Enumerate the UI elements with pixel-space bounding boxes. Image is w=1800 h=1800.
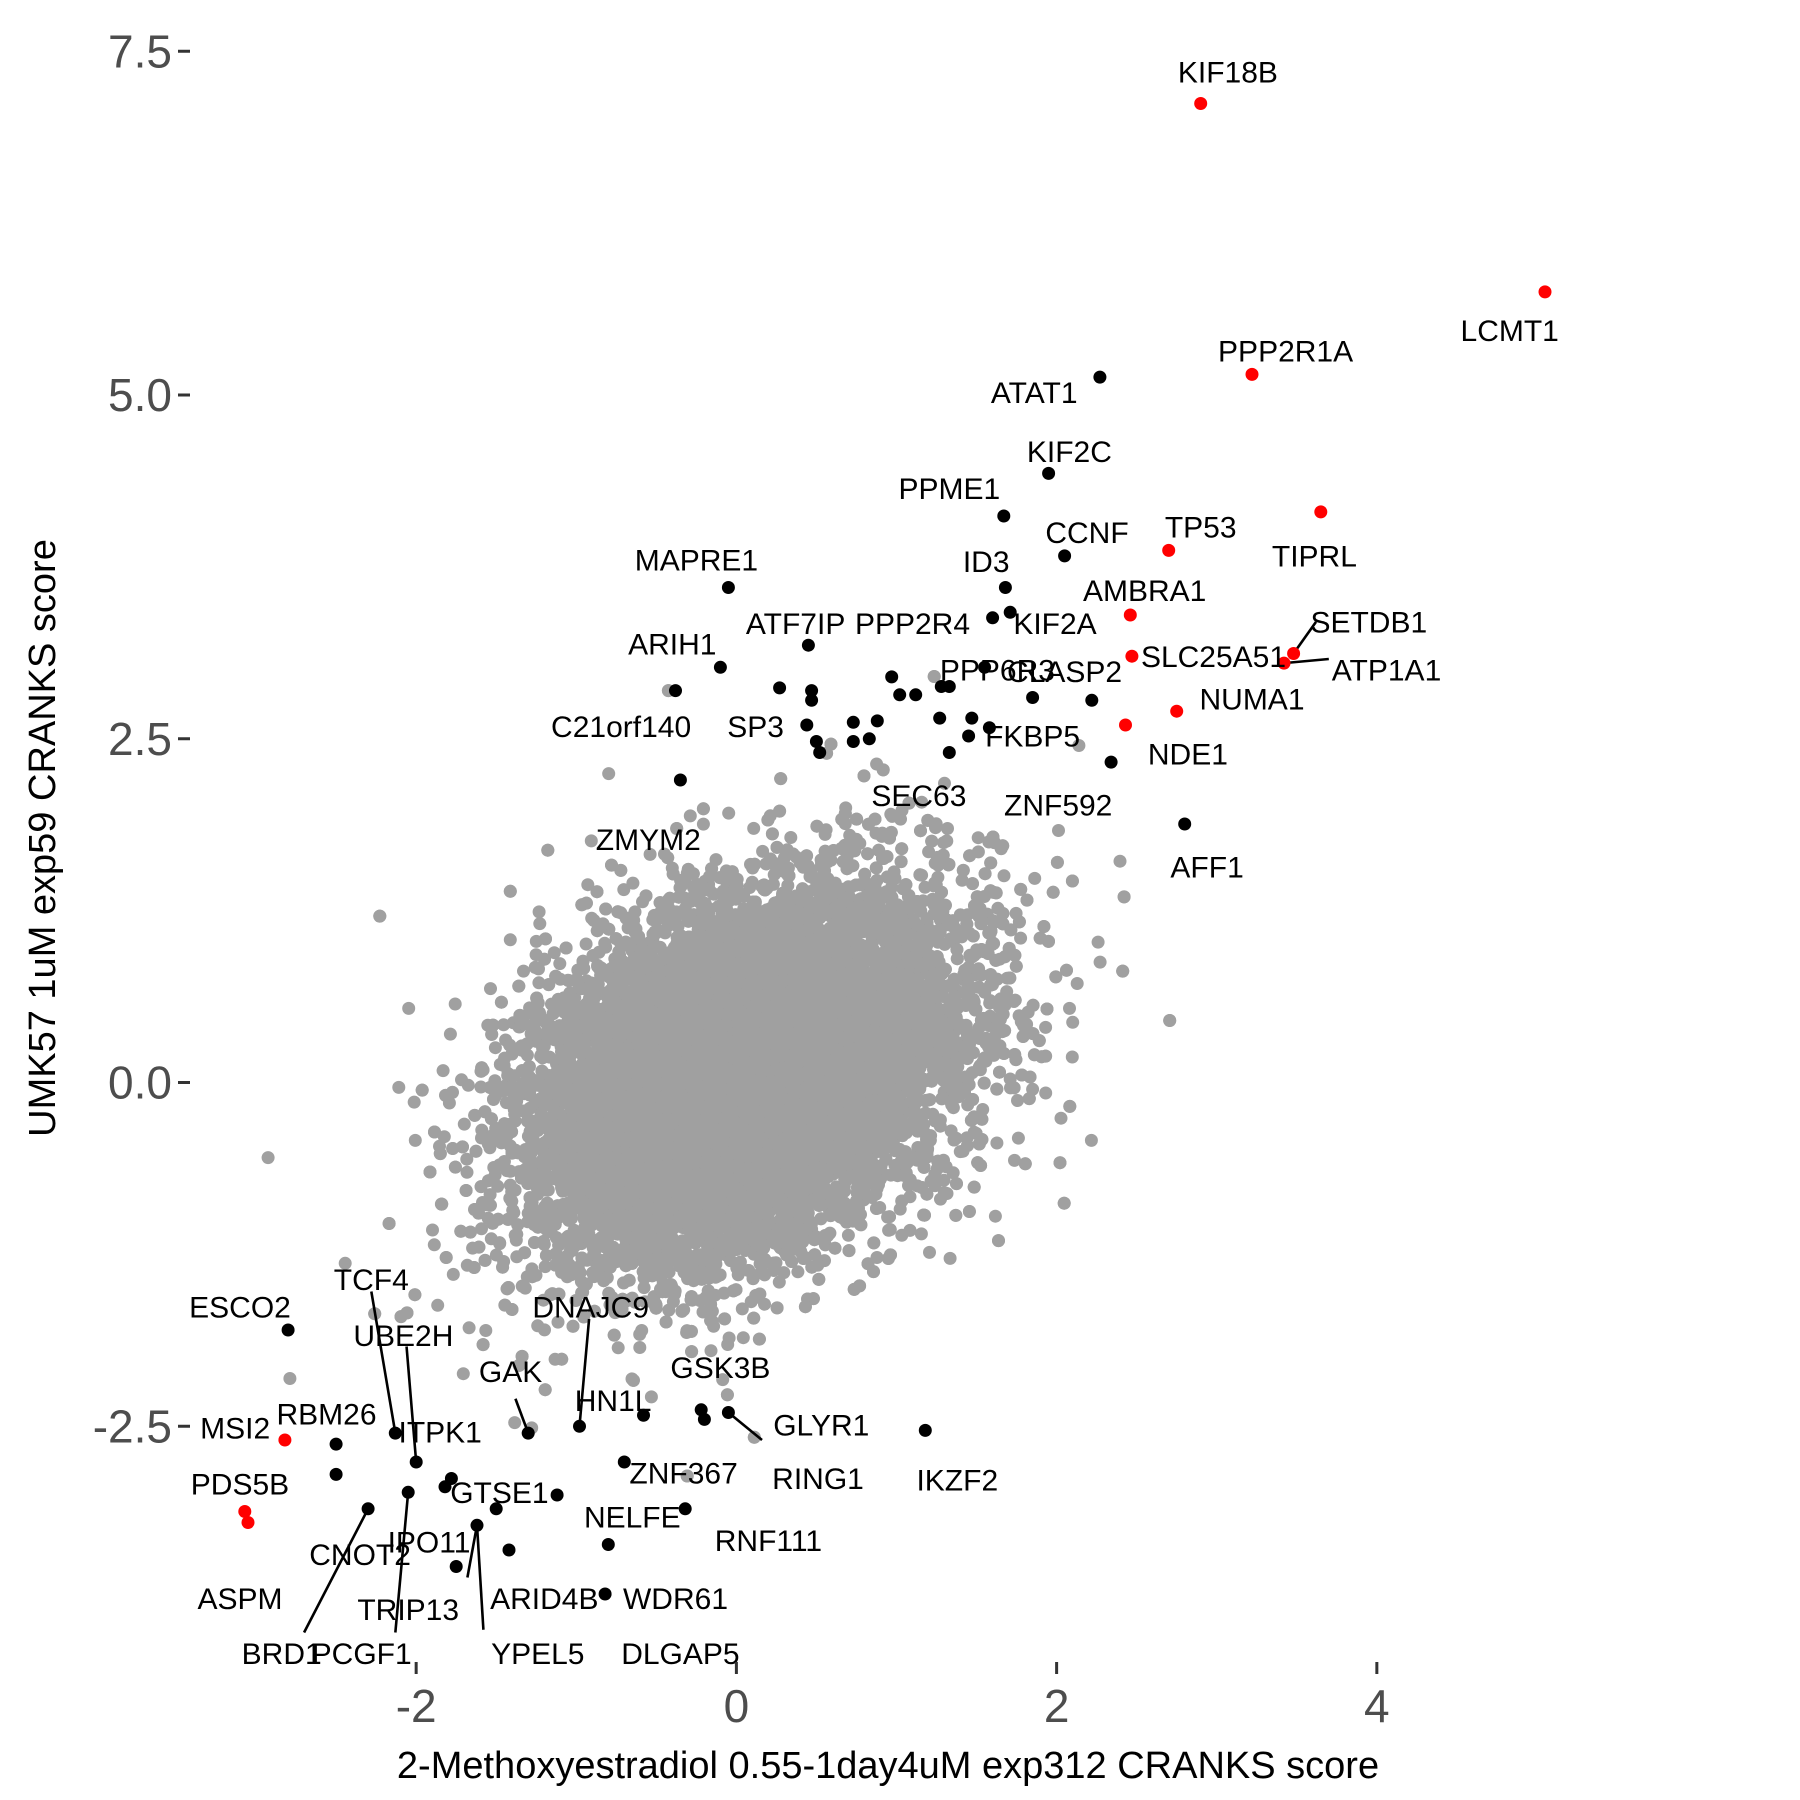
background-point	[611, 1341, 625, 1355]
background-point	[1063, 1001, 1076, 1015]
background-point	[488, 1041, 502, 1055]
background-point	[1028, 871, 1042, 885]
background-point	[955, 873, 969, 887]
background-point	[1039, 1020, 1053, 1034]
background-point	[735, 1302, 749, 1316]
background-point	[1014, 931, 1028, 945]
background-point	[338, 1256, 352, 1270]
background-points	[261, 670, 1177, 1483]
background-point	[637, 1281, 651, 1295]
background-point	[791, 1265, 805, 1279]
background-point	[579, 937, 593, 951]
background-point	[392, 1080, 406, 1094]
background-point	[584, 834, 598, 848]
background-point	[283, 1372, 297, 1385]
background-point	[841, 1228, 855, 1242]
background-point	[547, 946, 561, 960]
background-point	[551, 1315, 565, 1329]
background-point	[484, 982, 497, 996]
background-point	[426, 1223, 439, 1237]
background-point	[914, 1227, 928, 1241]
background-point	[407, 1095, 421, 1109]
